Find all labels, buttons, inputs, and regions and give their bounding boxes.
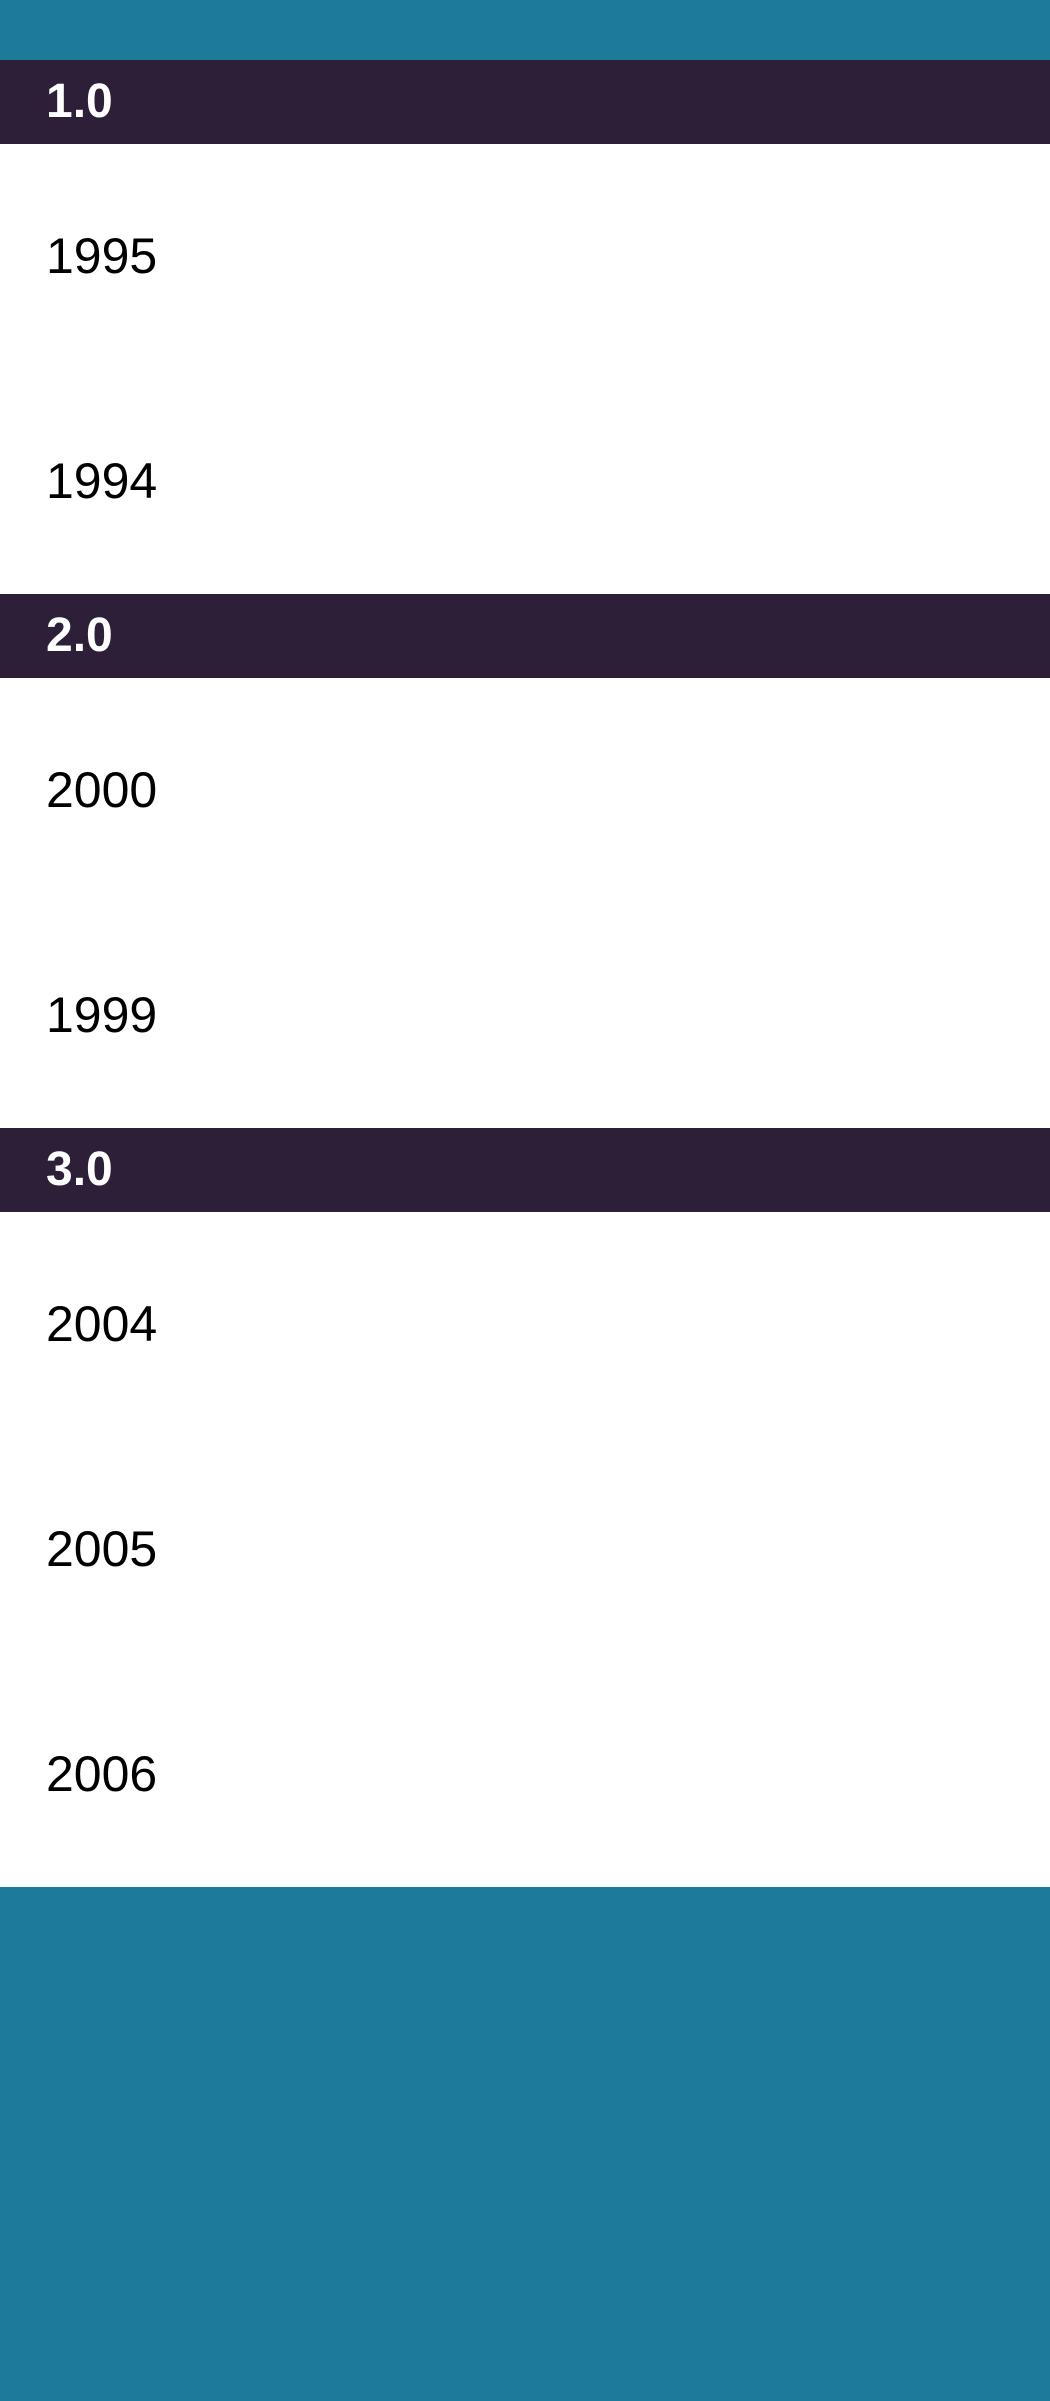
empty-background-area bbox=[0, 1887, 1050, 2401]
list-item[interactable]: 2006 bbox=[46, 1746, 158, 1802]
list-item[interactable]: 1994 bbox=[46, 453, 158, 509]
section-header: 3.0 bbox=[0, 1128, 1050, 1212]
section-header: 1.0 bbox=[0, 60, 1050, 144]
list-item[interactable]: 2005 bbox=[46, 1521, 158, 1577]
list-item[interactable]: 1995 bbox=[46, 228, 158, 284]
section-header: 2.0 bbox=[0, 594, 1050, 678]
top-bar bbox=[0, 0, 1050, 60]
list-item[interactable]: 2000 bbox=[46, 762, 158, 818]
section-list: 1.0 1995 1994 2.0 2000 1999 3.0 2004 200… bbox=[0, 60, 1050, 1887]
list-item[interactable]: 1999 bbox=[46, 987, 158, 1043]
list-item[interactable]: 2004 bbox=[46, 1296, 158, 1352]
